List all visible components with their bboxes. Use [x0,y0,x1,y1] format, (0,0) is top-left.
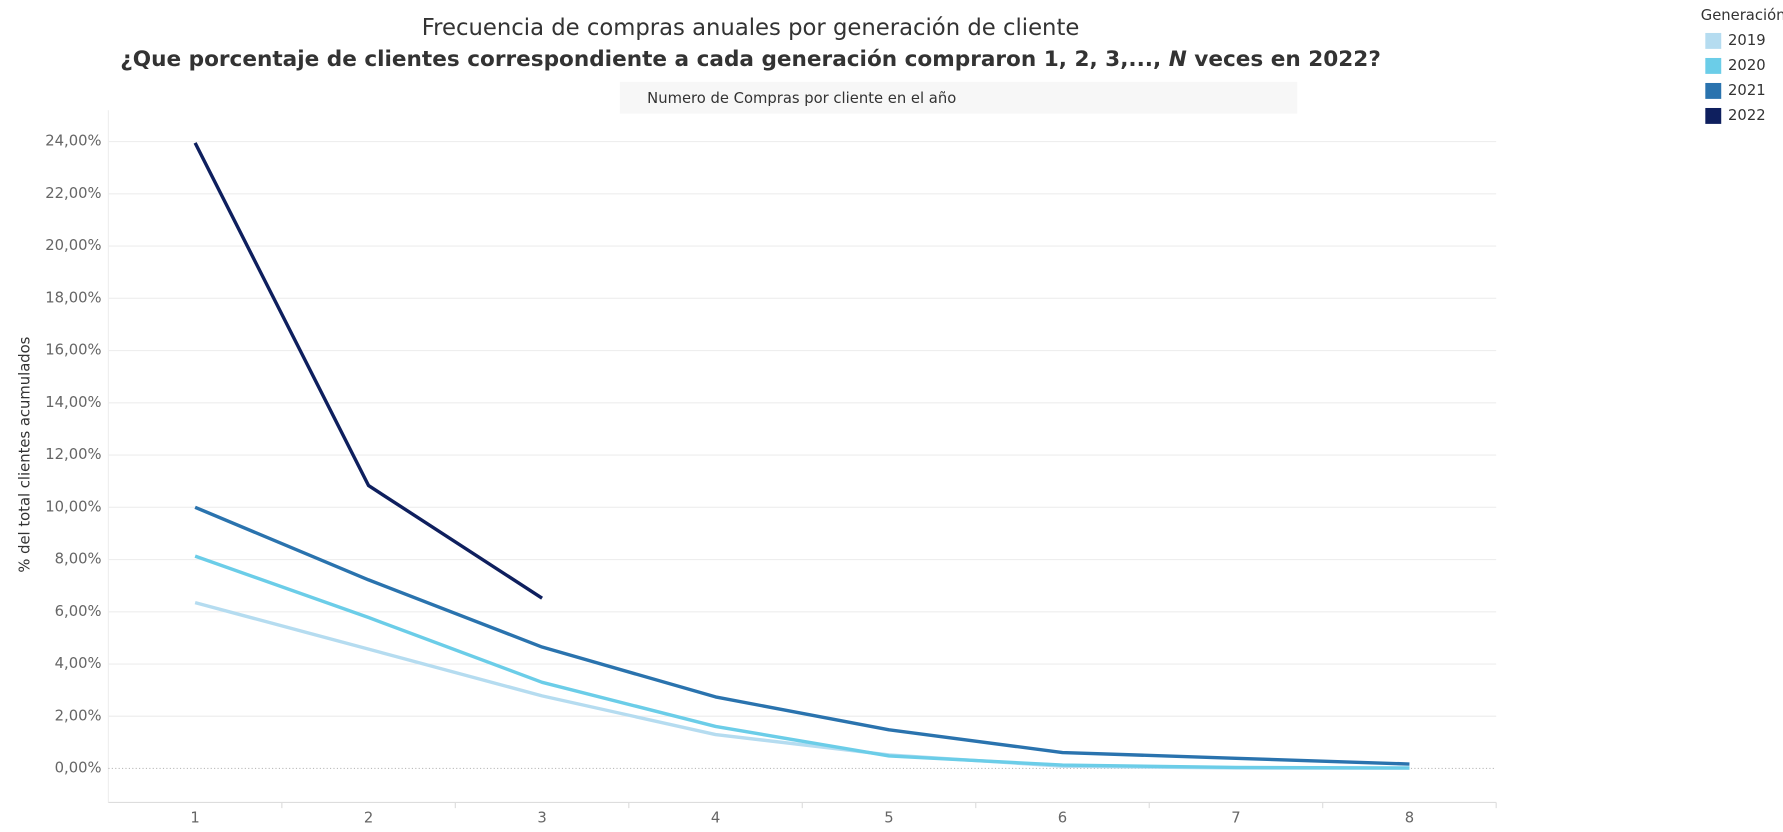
legend-label: 2021 [1728,82,1766,99]
legend-swatch [1705,107,1722,124]
y-tick-label: 24,00% [45,133,101,150]
x-tick-label: 1 [190,809,199,826]
legend-label: 2019 [1728,32,1766,49]
y-tick-label: 10,00% [45,498,101,515]
y-tick-label: 20,00% [45,237,101,254]
x-tick-label: 2 [364,809,373,826]
x-axis-label: Numero de Compras por cliente en el año [647,90,956,107]
chart-subtitle: ¿Que porcentaje de clientes correspondie… [120,47,1381,72]
y-tick-label: 4,00% [55,655,102,672]
x-tick-label: 6 [1058,809,1067,826]
x-tick-label: 4 [711,809,720,826]
y-tick-label: 12,00% [45,446,101,463]
y-tick-label: 14,00% [45,394,101,411]
x-tick-label: 3 [537,809,546,826]
legend-label: 2020 [1728,57,1766,74]
chart-title: Frecuencia de compras anuales por genera… [422,15,1080,41]
series-line [194,505,1410,766]
x-tick-label: 5 [884,809,893,826]
legend-swatch [1705,82,1722,99]
subtitle-part: N [1169,47,1187,72]
subtitle-part: veces en 2022? [1187,47,1381,72]
series-line [194,600,1410,770]
legend-swatch [1705,32,1722,49]
series-line [194,554,1410,770]
y-tick-label: 16,00% [45,342,101,359]
y-tick-label: 2,00% [55,707,102,724]
y-tick-label: 8,00% [55,551,102,568]
y-tick-label: 18,00% [45,289,101,306]
x-label-box [619,81,1298,114]
x-tick-label: 8 [1405,809,1414,826]
y-tick-label: 22,00% [45,185,101,202]
y-tick-label: 6,00% [55,603,102,620]
x-tick-label: 7 [1231,809,1240,826]
legend-title: Generación [1701,7,1783,24]
legend-label: 2022 [1728,107,1766,124]
y-tick-label: 0,00% [55,759,102,776]
subtitle-part: ¿Que porcentaje de clientes correspondie… [120,47,1168,72]
legend-swatch [1705,57,1722,74]
y-axis-label: % del total clientes acumulados [16,337,33,573]
series-line [193,142,543,600]
